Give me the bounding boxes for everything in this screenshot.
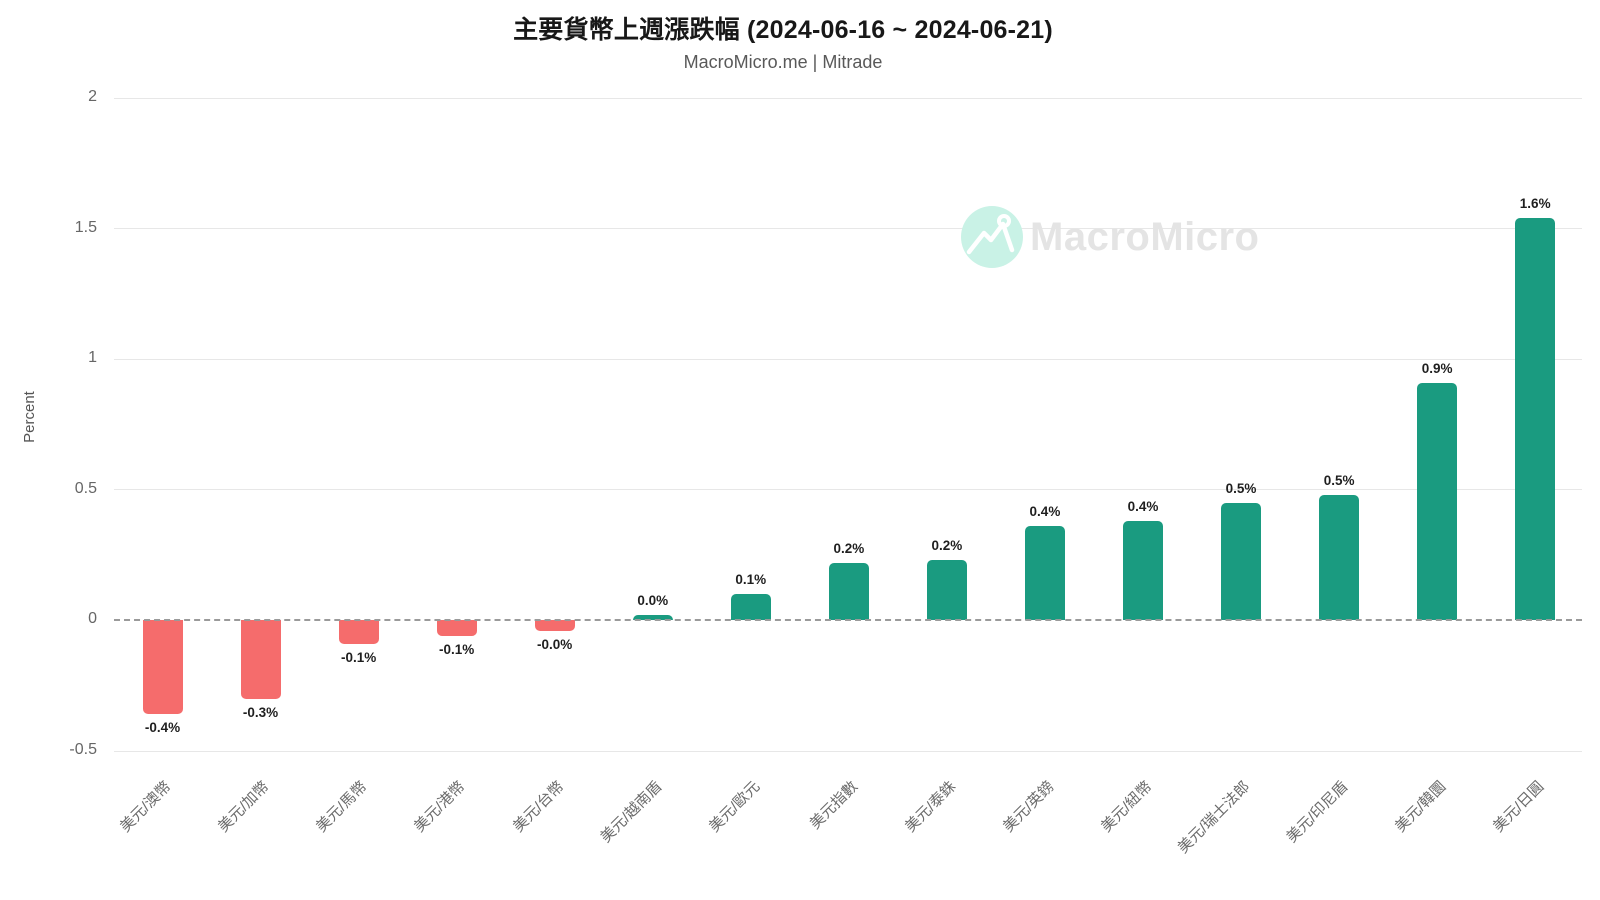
x-category-label: 美元/加幣 bbox=[215, 778, 273, 836]
chart-subtitle: MacroMicro.me | Mitrade bbox=[683, 52, 883, 72]
y-tick-label: 1 bbox=[88, 349, 97, 367]
bar-value-label: 0.1% bbox=[735, 572, 767, 588]
bar[interactable] bbox=[1319, 495, 1360, 621]
x-category-label: 美元/瑞士法郎 bbox=[1174, 778, 1254, 857]
bar-value-label: 0.9% bbox=[1421, 360, 1453, 376]
bar-value-label: 1.6% bbox=[1519, 196, 1551, 212]
gridline bbox=[114, 489, 1582, 491]
bar-value-label: -0.0% bbox=[537, 636, 573, 652]
bar-value-label: 0.4% bbox=[1029, 504, 1061, 520]
y-tick-label: 2 bbox=[88, 88, 97, 105]
zero-baseline bbox=[114, 619, 1582, 622]
bar[interactable] bbox=[1123, 521, 1163, 621]
bar-value-label: -0.4% bbox=[144, 720, 181, 736]
bar-value-label: -0.1% bbox=[439, 642, 475, 658]
gridline bbox=[114, 97, 1582, 99]
x-category-label: 美元/日圓 bbox=[1489, 778, 1548, 836]
gridline bbox=[114, 358, 1582, 360]
watermark-brand-text: MacroMicro bbox=[1030, 215, 1260, 259]
x-category-label: 美元/澳幣 bbox=[117, 778, 175, 836]
watermark-logo-badge bbox=[961, 206, 1023, 268]
x-category-label: 美元/歐元 bbox=[705, 778, 763, 836]
bar[interactable] bbox=[338, 620, 379, 644]
bar-value-label: 0.0% bbox=[637, 593, 669, 609]
bar[interactable] bbox=[632, 615, 673, 621]
bar-value-label: 0.2% bbox=[833, 540, 865, 556]
x-category-label: 美元/英鎊 bbox=[999, 778, 1058, 836]
bar[interactable] bbox=[1515, 218, 1556, 621]
bar[interactable] bbox=[240, 620, 281, 699]
bar[interactable] bbox=[142, 620, 183, 715]
x-category-label: 美元/印尼盾 bbox=[1283, 778, 1352, 847]
bar[interactable] bbox=[1417, 382, 1458, 621]
y-tick-label: 0.5 bbox=[74, 479, 97, 497]
y-axis-title: Percent bbox=[21, 391, 38, 443]
x-category-label: 美元/馬幣 bbox=[313, 778, 371, 836]
bar[interactable] bbox=[1024, 526, 1065, 621]
bar-value-label: 0.5% bbox=[1323, 473, 1355, 489]
x-category-label: 美元/台幣 bbox=[509, 778, 567, 836]
bar-value-label: -0.1% bbox=[340, 649, 377, 665]
bar-value-label: 0.4% bbox=[1127, 499, 1159, 515]
bar[interactable] bbox=[436, 620, 477, 637]
x-category-label: 美元/港幣 bbox=[411, 778, 469, 836]
bar-value-label: 0.2% bbox=[931, 538, 963, 554]
y-tick-label: -0.5 bbox=[69, 741, 97, 758]
y-tick-label: 1.5 bbox=[74, 218, 97, 236]
x-category-label: 美元指數 bbox=[806, 778, 862, 833]
x-category-label: 美元/越南盾 bbox=[596, 778, 665, 847]
gridline bbox=[114, 750, 1582, 752]
bar-value-label: 0.5% bbox=[1225, 480, 1257, 496]
bar[interactable] bbox=[730, 594, 771, 621]
bar[interactable] bbox=[926, 560, 967, 621]
bar[interactable] bbox=[1221, 502, 1262, 621]
gridline bbox=[114, 228, 1582, 230]
x-category-label: 美元/韓圜 bbox=[1391, 778, 1450, 836]
chart-title: 主要貨幣上週漲跌幅 (2024-06-16 ~ 2024-06-21) bbox=[513, 16, 1053, 44]
x-category-label: 美元/泰銖 bbox=[901, 778, 960, 836]
y-tick-label: 0 bbox=[88, 610, 97, 628]
macromicro-logo-icon bbox=[966, 214, 1015, 255]
x-category-label: 美元/紐幣 bbox=[1097, 778, 1156, 836]
bar-value-label: -0.3% bbox=[242, 704, 279, 720]
bar[interactable] bbox=[534, 620, 575, 631]
bar[interactable] bbox=[828, 562, 869, 621]
